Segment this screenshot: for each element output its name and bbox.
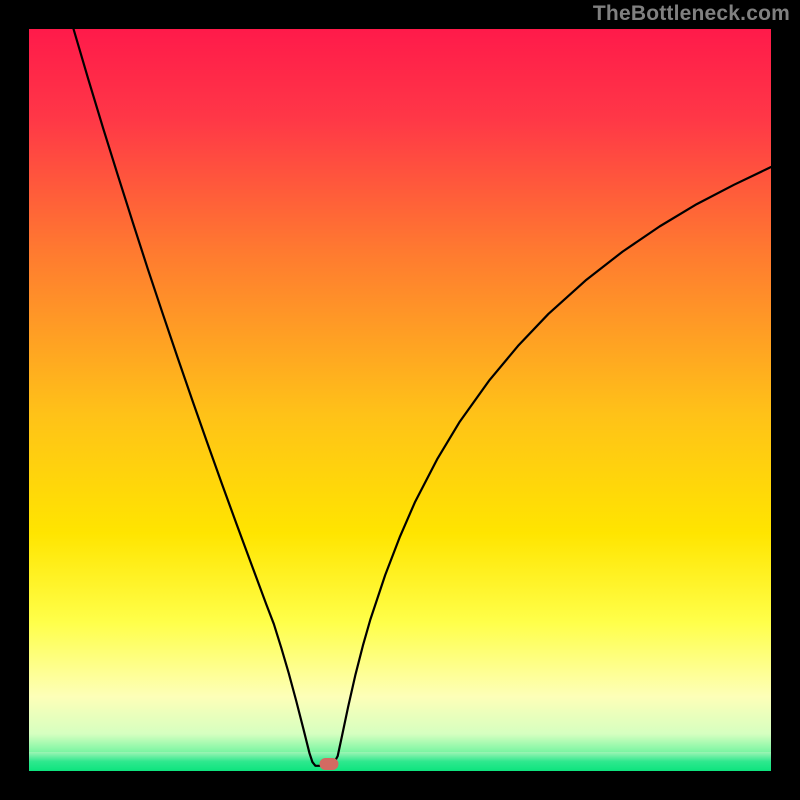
plot-area — [29, 29, 771, 771]
curve-svg — [29, 29, 771, 771]
bottleneck-curve — [74, 29, 771, 766]
watermark-text: TheBottleneck.com — [593, 2, 790, 26]
chart-frame: TheBottleneck.com — [0, 0, 800, 800]
optimal-point-marker — [319, 758, 338, 770]
